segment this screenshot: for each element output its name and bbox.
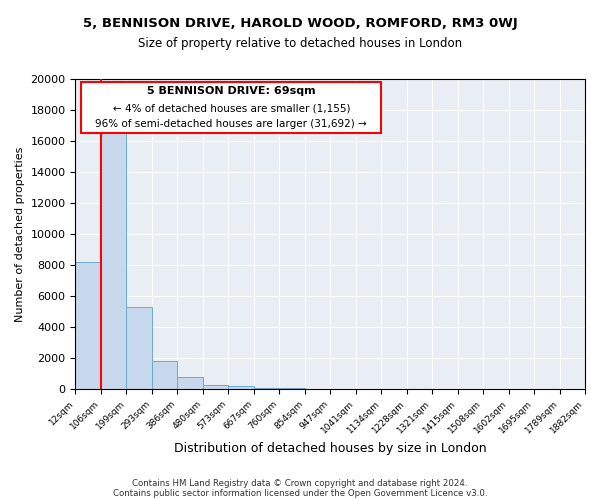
- Bar: [76, 262, 101, 389]
- Bar: [178, 377, 203, 389]
- Text: Contains public sector information licensed under the Open Government Licence v3: Contains public sector information licen…: [113, 490, 487, 498]
- Text: 5 BENNISON DRIVE: 69sqm: 5 BENNISON DRIVE: 69sqm: [147, 86, 316, 96]
- Bar: [203, 384, 228, 389]
- Bar: [228, 386, 254, 389]
- Text: 5, BENNISON DRIVE, HAROLD WOOD, ROMFORD, RM3 0WJ: 5, BENNISON DRIVE, HAROLD WOOD, ROMFORD,…: [83, 18, 517, 30]
- Text: 96% of semi-detached houses are larger (31,692) →: 96% of semi-detached houses are larger (…: [95, 119, 367, 129]
- Text: Size of property relative to detached houses in London: Size of property relative to detached ho…: [138, 38, 462, 51]
- Text: Contains HM Land Registry data © Crown copyright and database right 2024.: Contains HM Land Registry data © Crown c…: [132, 479, 468, 488]
- Bar: [127, 307, 152, 389]
- X-axis label: Distribution of detached houses by size in London: Distribution of detached houses by size …: [174, 442, 487, 455]
- Y-axis label: Number of detached properties: Number of detached properties: [15, 146, 25, 322]
- Text: ← 4% of detached houses are smaller (1,155): ← 4% of detached houses are smaller (1,1…: [113, 104, 350, 114]
- Bar: [101, 132, 127, 389]
- Bar: [279, 388, 305, 389]
- Bar: [152, 362, 178, 389]
- Bar: [254, 388, 279, 389]
